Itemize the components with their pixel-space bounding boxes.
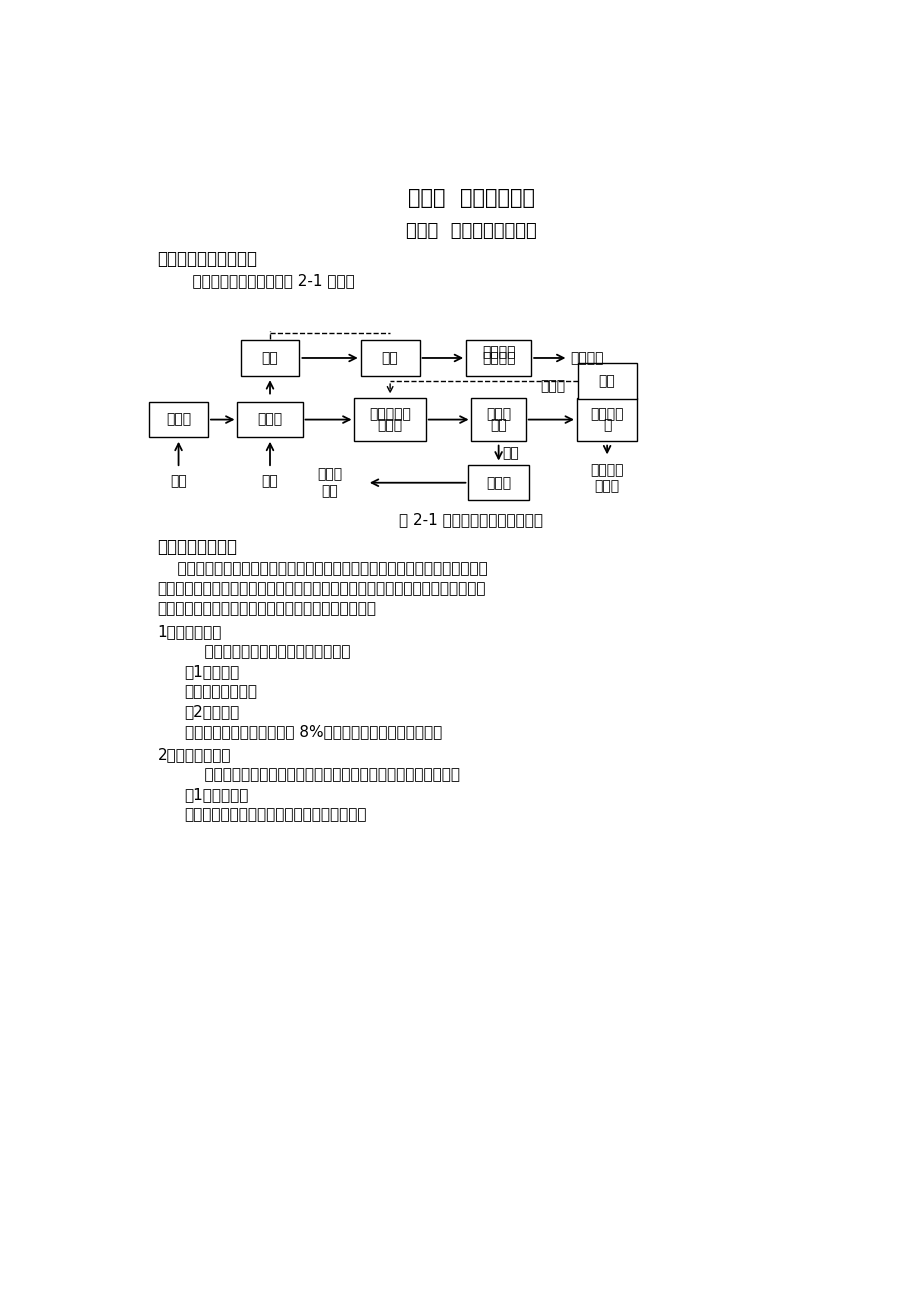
Text: 后，产生的沼气经净化增压后通过管道给村里农民户用。锅炉用于厌氧罐增温；厌: 后，产生的沼气经净化增压后通过管道给村里农民户用。锅炉用于厌氧罐增温；厌 <box>157 581 485 596</box>
Text: 沼液贮存: 沼液贮存 <box>590 406 623 421</box>
Text: 农作物、
果园等: 农作物、 果园等 <box>590 464 623 493</box>
Text: 氧发酵所产生的沼渣沼液作为有机肥就地消纳或外运。: 氧发酵所产生的沼渣沼液作为有机肥就地消纳或外运。 <box>157 600 376 616</box>
Bar <box>576 398 637 441</box>
Text: 1、预处理工艺: 1、预处理工艺 <box>157 624 221 639</box>
Text: 农民户用: 农民户用 <box>570 352 604 365</box>
Text: 干化床: 干化床 <box>485 475 511 490</box>
Text: 上清液: 上清液 <box>539 379 565 393</box>
Text: 池: 池 <box>602 418 610 432</box>
Text: （1）集污池: （1）集污池 <box>185 664 240 678</box>
Bar <box>149 402 208 437</box>
Text: 反应器: 反应器 <box>377 418 403 432</box>
Text: 第二章  工艺流程设计: 第二章 工艺流程设计 <box>407 187 535 208</box>
Text: （2）调配池: （2）调配池 <box>185 704 240 719</box>
Text: 本沼气工程项目实行雨污分流，避免雨水进入沼气工程。混合粪污经厌氧发酵: 本沼气工程项目实行雨污分流，避免雨水进入沼气工程。混合粪污经厌氧发酵 <box>157 561 487 575</box>
Bar <box>360 340 419 376</box>
Text: 预处理环节由集污池和调配池组成。: 预处理环节由集污池和调配池组成。 <box>185 644 350 659</box>
Bar <box>466 340 530 376</box>
Text: 一、沼气工程工艺路线: 一、沼气工程工艺路线 <box>157 250 257 268</box>
Text: 固态有
机肥: 固态有 机肥 <box>317 467 342 497</box>
Text: 猪粪: 猪粪 <box>261 474 278 488</box>
Text: 将干清粪在调配池内调节到 8%浓度混合均匀后进入厌氧罐。: 将干清粪在调配池内调节到 8%浓度混合均匀后进入厌氧罐。 <box>185 724 441 740</box>
Text: 脱硫: 脱硫 <box>381 352 398 365</box>
Text: 图 2-1 养猪场沼气工程工艺流程: 图 2-1 养猪场沼气工程工艺流程 <box>399 512 543 527</box>
Bar <box>354 398 425 441</box>
Text: 调配池内粪污由进料泵向厌氧消化单元进料。: 调配池内粪污由进料泵向厌氧消化单元进料。 <box>185 807 367 822</box>
Bar <box>471 398 525 441</box>
Bar <box>468 465 528 500</box>
Text: 第一节  沼气工程工艺选择: 第一节 沼气工程工艺选择 <box>405 221 537 240</box>
Text: 锅炉: 锅炉 <box>598 374 615 388</box>
Text: 二、工艺流程说明: 二、工艺流程说明 <box>157 538 237 556</box>
Text: 厌氧消化工艺包括进料单元、厌氧消化单元、保温单元等构成。: 厌氧消化工艺包括进料单元、厌氧消化单元、保温单元等构成。 <box>185 767 460 783</box>
Text: 料池: 料池 <box>490 418 506 432</box>
Text: 集污池: 集污池 <box>165 413 191 427</box>
Text: 调配池: 调配池 <box>257 413 282 427</box>
Text: （1）进料方式: （1）进料方式 <box>185 788 249 802</box>
Text: 2、厌氧消化工艺: 2、厌氧消化工艺 <box>157 747 231 762</box>
Text: 脱水: 脱水 <box>261 352 278 365</box>
Text: 沼渣: 沼渣 <box>502 447 518 460</box>
Text: 本沼气工程工艺路线如图 2-1 所示。: 本沼气工程工艺路线如图 2-1 所示。 <box>173 273 355 289</box>
Text: 收集养猪场污水。: 收集养猪场污水。 <box>185 684 257 699</box>
Bar <box>237 402 302 437</box>
Text: 锅炉增温: 锅炉增温 <box>482 345 515 359</box>
Text: 厌氧出: 厌氧出 <box>485 406 511 421</box>
Text: 污水: 污水 <box>170 474 187 488</box>
Bar <box>577 363 636 398</box>
Bar <box>240 340 299 376</box>
Text: 增压风机: 增压风机 <box>482 352 515 365</box>
Text: 一体化厌氧: 一体化厌氧 <box>369 406 411 421</box>
